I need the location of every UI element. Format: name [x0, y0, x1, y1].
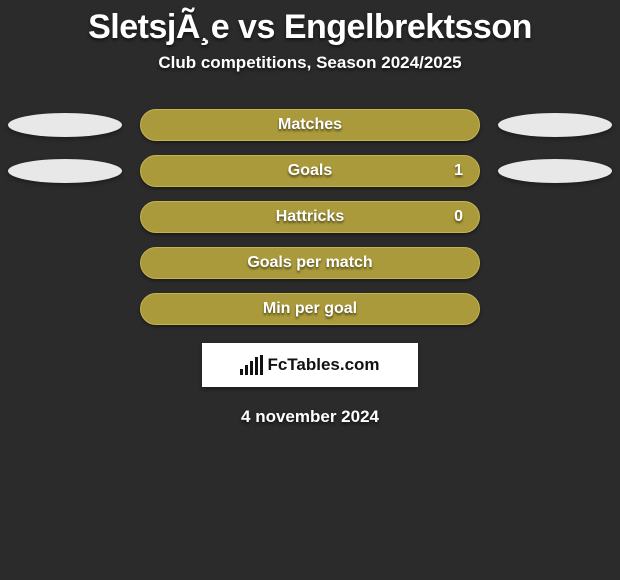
stat-rows: Matches Goals1 Hattricks0 Goals per match Mi… — [0, 109, 620, 325]
stat-bar-label: Min per goal — [141, 300, 479, 318]
stat-bar-label: Goals — [141, 162, 479, 180]
stat-row: Min per goal — [0, 293, 620, 325]
page-title: SletsjÃ¸e vs Engelbrektsson — [0, 0, 620, 53]
right-placeholder — [498, 251, 612, 275]
right-placeholder — [498, 297, 612, 321]
right-bubble — [498, 113, 612, 137]
left-placeholder — [8, 251, 122, 275]
stat-bar-value: 1 — [454, 162, 463, 180]
left-placeholder — [8, 205, 122, 229]
left-bubble — [8, 159, 122, 183]
logo-bars-icon — [240, 355, 263, 375]
stat-bar-label: Hattricks — [141, 208, 479, 226]
stat-row: Hattricks0 — [0, 201, 620, 233]
stat-bar-value: 0 — [454, 208, 463, 226]
stat-bar-label: Matches — [141, 116, 479, 134]
left-bubble — [8, 113, 122, 137]
fctables-logo: FcTables.com — [240, 355, 379, 375]
stat-bar: Goals1 — [140, 155, 480, 187]
right-placeholder — [498, 205, 612, 229]
left-placeholder — [8, 297, 122, 321]
stat-bar-label: Goals per match — [141, 254, 479, 272]
stat-row: Goals1 — [0, 155, 620, 187]
logo-text: FcTables.com — [267, 355, 379, 375]
subtitle: Club competitions, Season 2024/2025 — [0, 53, 620, 73]
stat-row: Matches — [0, 109, 620, 141]
stat-bar: Matches — [140, 109, 480, 141]
date-line: 4 november 2024 — [0, 407, 620, 427]
stat-bar: Min per goal — [140, 293, 480, 325]
stat-row: Goals per match — [0, 247, 620, 279]
stat-bar: Goals per match — [140, 247, 480, 279]
stat-bar: Hattricks0 — [140, 201, 480, 233]
fctables-logo-box: FcTables.com — [202, 343, 418, 387]
right-bubble — [498, 159, 612, 183]
